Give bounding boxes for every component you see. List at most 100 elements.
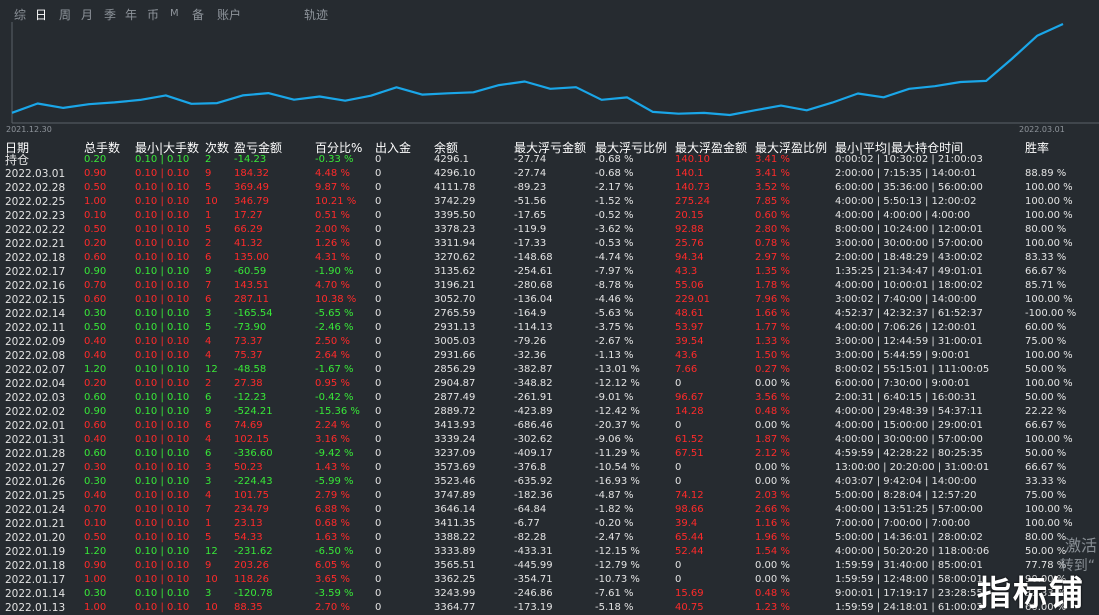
holding-row[interactable]: 持仓 0.20 0.10 | 0.10 2 -14.23 -0.33 % 0 4296.1 -2…	[0, 153, 1099, 167]
tab-0[interactable]: 综	[14, 8, 27, 22]
cell-io: 0	[375, 168, 382, 179]
table-row[interactable]: 2022.01.25 0.40 0.10 | 0.10 4 101.75 2.79 % 0 3…	[0, 489, 1099, 503]
cell-total: 0.30	[84, 476, 107, 487]
header-date[interactable]: 日期	[5, 141, 30, 155]
cell-bal: 4296.10	[434, 168, 476, 179]
cell-mflr: -5.18 %	[595, 602, 634, 613]
cell-date: 2022.02.22	[5, 224, 66, 236]
table-row[interactable]: 2022.02.02 0.90 0.10 | 0.10 9 -524.21 -15.36 …	[0, 405, 1099, 419]
tab-5[interactable]: 年	[125, 8, 138, 22]
table-row[interactable]: 2022.02.17 0.90 0.10 | 0.10 9 -60.59 -1.90 % 0…	[0, 265, 1099, 279]
cell-pct: 2.70 %	[315, 602, 350, 613]
table-row[interactable]: 2022.02.14 0.30 0.10 | 0.10 3 -165.54 -5.65 %…	[0, 307, 1099, 321]
cell-mfp: 65.44	[675, 532, 704, 543]
table-row[interactable]: 2022.02.07 1.20 0.10 | 0.10 12 -48.58 -1.67 %…	[0, 363, 1099, 377]
cell-mfp: 43.3	[675, 266, 698, 277]
table-row[interactable]: 2022.01.14 0.30 0.10 | 0.10 3 -120.78 -3.59 %…	[0, 587, 1099, 601]
header-win-rate[interactable]: 胜率	[1025, 141, 1050, 155]
cell-io: 0	[375, 294, 382, 305]
cell-pnl: 369.49	[234, 182, 269, 193]
table-row[interactable]: 2022.02.15 0.60 0.10 | 0.10 6 287.11 10.38 % 0…	[0, 293, 1099, 307]
cell-pct: -15.36 %	[315, 406, 360, 417]
table-row[interactable]: 2022.03.01 0.90 0.10 | 0.10 9 184.32 4.48 % 0 4…	[0, 167, 1099, 181]
table-row[interactable]: 2022.01.28 0.60 0.10 | 0.10 6 -336.60 -9.42 %…	[0, 447, 1099, 461]
cell-time: 3:00:00 | 30:00:00 | 57:00:00	[835, 238, 983, 249]
table-row[interactable]: 2022.01.27 0.30 0.10 | 0.10 3 50.23 1.43 % 0 35…	[0, 461, 1099, 475]
cell-time: 1:59:59 | 24:18:01 | 61:00:02	[835, 602, 983, 613]
cell-mfl: -6.77	[514, 518, 540, 529]
cell-minmax: 0.10 | 0.10	[135, 224, 190, 235]
cell-bal: 3270.62	[434, 252, 476, 263]
table-row[interactable]: 2022.01.18 0.90 0.10 | 0.10 9 203.26 6.05 % 0 3…	[0, 559, 1099, 573]
cell-bal: 3362.25	[434, 574, 476, 585]
cell-mflr: -9.06 %	[595, 434, 634, 445]
table-row[interactable]: 2022.01.21 0.10 0.10 | 0.10 1 23.13 0.68 % 0 34…	[0, 517, 1099, 531]
table-row[interactable]: 2022.02.28 0.50 0.10 | 0.10 5 369.49 9.87 % 0 4…	[0, 181, 1099, 195]
cell-pnl: -224.43	[234, 476, 273, 487]
tab-10[interactable]: 轨迹	[304, 8, 329, 22]
cell-win: 100.00 %	[1025, 210, 1073, 221]
cell-mflr: -0.20 %	[595, 518, 634, 529]
table-row[interactable]: 2022.02.03 0.60 0.10 | 0.10 6 -12.23 -0.42 % 0…	[0, 391, 1099, 405]
header-pnl[interactable]: 盈亏金额	[234, 141, 283, 155]
cell-count: 1	[205, 210, 212, 221]
tab-1[interactable]: 日	[35, 8, 48, 22]
header-percent[interactable]: 百分比%	[315, 141, 363, 155]
header-holding-time[interactable]: 最小|平均|最大持仓时间	[835, 141, 964, 155]
cell-bal: 2889.72	[434, 406, 476, 417]
table-row[interactable]: 2022.02.08 0.40 0.10 | 0.10 4 75.37 2.64 % 0 29…	[0, 349, 1099, 363]
header-balance[interactable]: 余额	[434, 141, 459, 155]
tab-2[interactable]: 周	[59, 8, 72, 22]
table-row[interactable]: 2022.01.19 1.20 0.10 | 0.10 12 -231.62 -6.50 …	[0, 545, 1099, 559]
table-row[interactable]: 2022.02.11 0.50 0.10 | 0.10 5 -73.90 -2.46 % 0…	[0, 321, 1099, 335]
table-row[interactable]: 2022.01.26 0.30 0.10 | 0.10 3 -224.43 -5.99 %…	[0, 475, 1099, 489]
cell-count: 4	[205, 350, 212, 361]
header-max-float-profit[interactable]: 最大浮盈金额	[675, 141, 748, 155]
cell-minmax: 0.10 | 0.10	[135, 504, 190, 515]
table-row[interactable]: 2022.02.01 0.60 0.10 | 0.10 6 74.69 2.24 % 0 34…	[0, 419, 1099, 433]
table-row[interactable]: 2022.02.25 1.00 0.10 | 0.10 10 346.79 10.21 %…	[0, 195, 1099, 209]
cell-pct: 10.38 %	[315, 294, 357, 305]
site-logo-watermark: 指标铺	[977, 574, 1085, 614]
table-row[interactable]: 2022.01.31 0.40 0.10 | 0.10 4 102.15 3.16 % 0 3…	[0, 433, 1099, 447]
table-row[interactable]: 2022.02.22 0.50 0.10 | 0.10 5 66.29 2.00 % 0 33…	[0, 223, 1099, 237]
cell-pnl: -120.78	[234, 588, 273, 599]
cell-pct: 2.24 %	[315, 420, 350, 431]
header-max-float-loss[interactable]: 最大浮亏金额	[514, 141, 587, 155]
tab-6[interactable]: 币	[147, 8, 160, 22]
tab-3[interactable]: 月	[81, 8, 94, 22]
header-min-max-lots[interactable]: 最小|大手数	[135, 141, 200, 155]
table-row[interactable]: 2022.02.09 0.40 0.10 | 0.10 4 73.37 2.50 % 0 30…	[0, 335, 1099, 349]
cell-time: 4:00:00 | 15:00:00 | 29:00:01	[835, 420, 983, 431]
header-total-lots[interactable]: 总手数	[84, 141, 121, 155]
tab-8[interactable]: 备	[192, 8, 205, 22]
tab-4[interactable]: 季	[104, 8, 117, 22]
cell-pnl: 73.37	[234, 336, 263, 347]
table-row[interactable]: 2022.02.18 0.60 0.10 | 0.10 6 135.00 4.31 % 0 3…	[0, 251, 1099, 265]
cell-minmax: 0.10 | 0.10	[135, 182, 190, 193]
table-row[interactable]: 2022.01.20 0.50 0.10 | 0.10 5 54.33 1.63 % 0 33…	[0, 531, 1099, 545]
cell-date: 2022.01.28	[5, 448, 66, 460]
tab-9[interactable]: 账户	[217, 8, 242, 22]
table-row[interactable]: 2022.02.23 0.10 0.10 | 0.10 1 17.27 0.51 % 0 33…	[0, 209, 1099, 223]
cell-pct: 4.48 %	[315, 168, 350, 179]
header-max-float-loss-ratio[interactable]: 最大浮亏比例	[595, 141, 668, 155]
cell-bal: 3243.99	[434, 588, 476, 599]
header-count[interactable]: 次数	[205, 141, 230, 155]
cell-date: 2022.02.17	[5, 266, 66, 278]
header-max-float-profit-ratio[interactable]: 最大浮盈比例	[755, 141, 828, 155]
table-row[interactable]: 2022.01.13 1.00 0.10 | 0.10 10 88.35 2.70 % 0 3…	[0, 601, 1099, 615]
cell-io: 0	[375, 364, 382, 375]
cell-mfp: 0	[675, 462, 682, 473]
table-row[interactable]: 2022.02.16 0.70 0.10 | 0.10 7 143.51 4.70 % 0 3…	[0, 279, 1099, 293]
cell-mfl: -89.23	[514, 182, 547, 193]
table-row[interactable]: 2022.02.21 0.20 0.10 | 0.10 2 41.32 1.26 % 0 33…	[0, 237, 1099, 251]
cell-time: 3:00:00 | 12:44:59 | 31:00:01	[835, 336, 983, 347]
cell-pct: 2.79 %	[315, 490, 350, 501]
tab-7[interactable]: M	[170, 8, 179, 19]
table-row[interactable]: 2022.02.04 0.20 0.10 | 0.10 2 27.38 0.95 % 0 29…	[0, 377, 1099, 391]
table-row[interactable]: 2022.01.24 0.70 0.10 | 0.10 7 234.79 6.88 % 0 3…	[0, 503, 1099, 517]
cell-pnl: -48.58	[234, 364, 267, 375]
header-deposit-withdraw[interactable]: 出入金	[375, 141, 412, 155]
table-row[interactable]: 2022.01.17 1.00 0.10 | 0.10 10 118.26 3.65 % 0…	[0, 573, 1099, 587]
